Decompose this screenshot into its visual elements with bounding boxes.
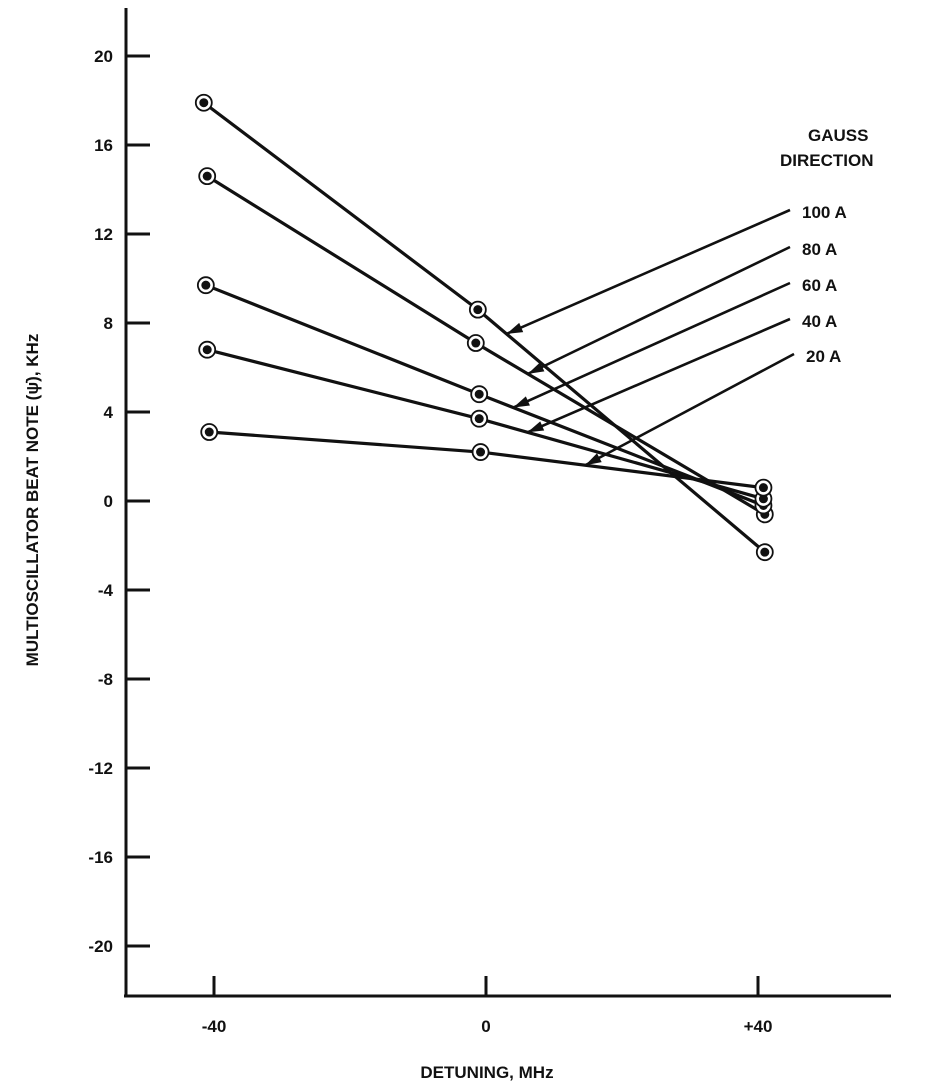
y-tick-label: 20 <box>94 47 113 66</box>
y-tick-label: -4 <box>98 581 114 600</box>
data-point <box>473 305 483 315</box>
legend-title-line-2: DIRECTION <box>780 151 874 170</box>
data-point <box>760 547 770 557</box>
x-tick-label: +40 <box>744 1017 773 1036</box>
legend-label-100-a: 100 A <box>802 203 847 222</box>
y-axis-title: MULTIOSCILLATOR BEAT NOTE (ψ̇), KHz <box>23 334 42 667</box>
legend-leader-line <box>527 317 791 434</box>
data-point <box>758 483 768 493</box>
y-tick-label: -20 <box>88 937 113 956</box>
data-points <box>194 93 774 562</box>
axes <box>124 8 891 998</box>
legend-leader-line <box>527 245 791 376</box>
series-line-100-a <box>202 101 766 554</box>
data-point <box>202 171 212 181</box>
data-point <box>471 338 481 348</box>
legend-leader-arrowhead <box>506 322 524 334</box>
legend-leader-line <box>506 208 791 336</box>
data-point <box>199 98 209 108</box>
legend-leader-arrowhead <box>527 362 545 374</box>
x-axis-title: DETUNING, MHz <box>420 1063 553 1082</box>
legend-leader-arrowhead <box>513 396 530 408</box>
legend-label-60-a: 60 A <box>802 276 837 295</box>
legend-leader-line <box>584 352 795 467</box>
x-ticks: -40 0 +40 <box>202 976 773 1036</box>
y-tick-label: 12 <box>94 225 113 244</box>
data-point <box>202 345 212 355</box>
y-tick-label: 8 <box>104 314 113 333</box>
legend-leaders <box>506 208 795 467</box>
legend: GAUSS DIRECTION 100 A 80 A 60 A 40 A 20 A <box>780 126 874 366</box>
y-tick-label: 4 <box>104 403 114 422</box>
y-tick-label: -16 <box>88 848 113 867</box>
data-point <box>204 427 214 437</box>
x-tick-label: 0 <box>481 1017 490 1036</box>
legend-label-80-a: 80 A <box>802 240 837 259</box>
data-point <box>474 414 484 424</box>
data-point <box>201 280 211 290</box>
y-tick-label: -8 <box>98 670 113 689</box>
x-tick-label: -40 <box>202 1017 227 1036</box>
data-point <box>758 494 768 504</box>
legend-label-40-a: 40 A <box>802 312 837 331</box>
data-point <box>476 447 486 457</box>
legend-title-line-1: GAUSS <box>808 126 868 145</box>
y-ticks: 20 16 12 8 4 0 -4 -8 -12 -16 -20 <box>88 47 150 956</box>
legend-leader-arrowhead <box>527 421 545 433</box>
legend-leader-arrowhead <box>585 453 602 466</box>
legend-leader-line <box>512 281 791 409</box>
y-tick-label: 0 <box>104 492 113 511</box>
y-tick-label: -12 <box>88 759 113 778</box>
series-lines <box>202 101 766 554</box>
series-line-80-a <box>206 174 766 516</box>
data-point <box>474 389 484 399</box>
legend-label-20-a: 20 A <box>806 347 841 366</box>
y-tick-label: 16 <box>94 136 113 155</box>
